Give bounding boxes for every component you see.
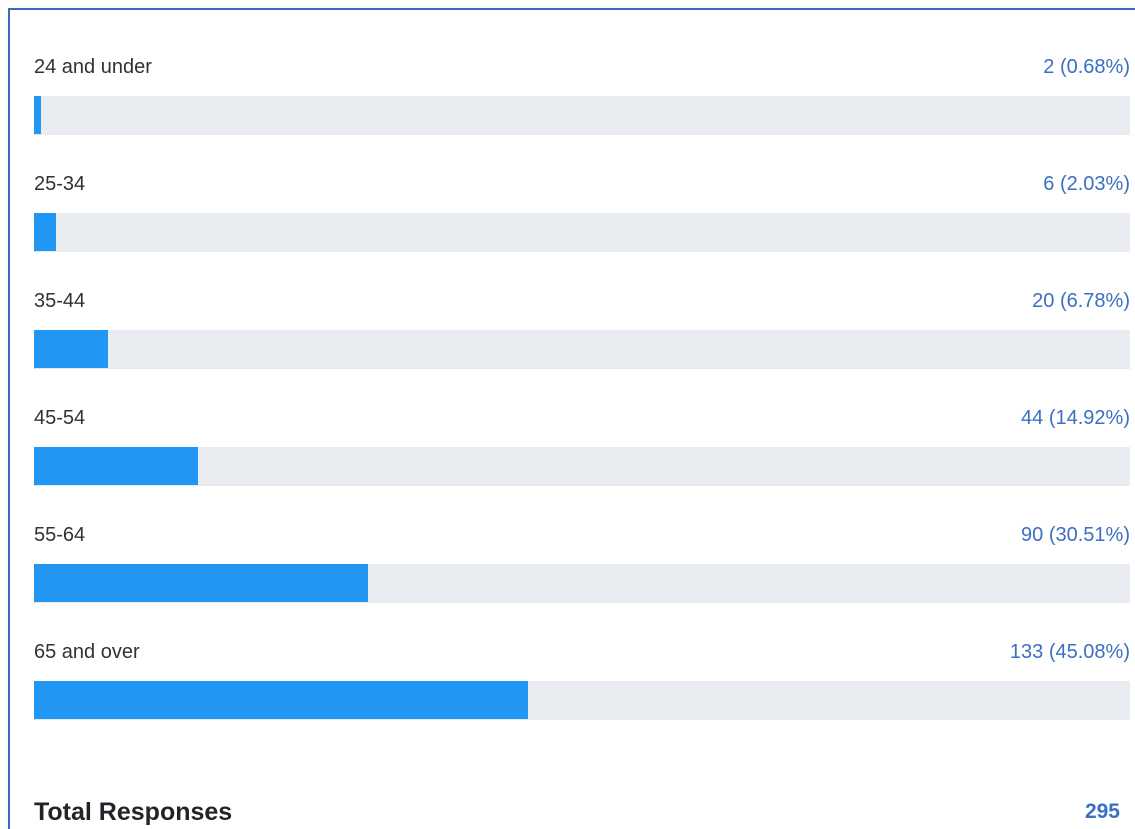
- bar-row: 45-54 44 (14.92%): [34, 369, 1130, 486]
- category-label: 45-54: [34, 407, 86, 429]
- bar-track: [34, 330, 1130, 368]
- bar-row: 55-64 90 (30.51%): [34, 486, 1130, 603]
- bar-row: 35-44 20 (6.78%): [34, 252, 1130, 369]
- category-label: 24 and under: [34, 56, 152, 78]
- bar-row: 24 and under 2 (0.68%): [34, 18, 1130, 135]
- bar-track: [34, 213, 1130, 251]
- bar: [34, 681, 529, 719]
- bar-track: [34, 681, 1130, 719]
- bar: [34, 564, 369, 602]
- total-responses-value: 295: [1084, 800, 1120, 823]
- bar-track: [34, 564, 1130, 602]
- data-label: 44 (14.92%): [1021, 407, 1130, 429]
- total-responses-row: Total Responses 295: [34, 796, 1120, 828]
- bar-row-header: 55-64 90 (30.51%): [34, 523, 1130, 547]
- bar-row: 65 and over 133 (45.08%): [34, 603, 1130, 720]
- bar: [34, 447, 198, 485]
- data-label: 6 (2.03%): [1043, 173, 1130, 195]
- data-label: 133 (45.08%): [1009, 641, 1130, 663]
- bar-track: [34, 96, 1130, 134]
- bar: [34, 96, 42, 134]
- bar-row-header: 24 and under 2 (0.68%): [34, 55, 1130, 79]
- data-label: 90 (30.51%): [1021, 524, 1130, 546]
- bar-track: [34, 447, 1130, 485]
- data-label: 20 (6.78%): [1032, 290, 1130, 312]
- survey-results-card: 24 and under 2 (0.68%) 25-34 6 (2.03%) 35-44…: [8, 8, 1135, 829]
- bar-row: 25-34 6 (2.03%): [34, 135, 1130, 252]
- bar: [34, 330, 109, 368]
- age-distribution-list: 24 and under 2 (0.68%) 25-34 6 (2.03%) 35-44…: [34, 18, 1130, 720]
- category-label: 65 and over: [34, 641, 140, 663]
- bar-row-header: 65 and over 133 (45.08%): [34, 640, 1130, 664]
- category-label: 55-64: [34, 524, 86, 546]
- bar-row-header: 45-54 44 (14.92%): [34, 406, 1130, 430]
- category-label: 35-44: [34, 290, 86, 312]
- category-label: 25-34: [34, 173, 86, 195]
- data-label: 2 (0.68%): [1043, 56, 1130, 78]
- bar: [34, 213, 57, 251]
- bar-row-header: 25-34 6 (2.03%): [34, 172, 1130, 196]
- bar-row-header: 35-44 20 (6.78%): [34, 289, 1130, 313]
- total-responses-label: Total Responses: [34, 797, 233, 826]
